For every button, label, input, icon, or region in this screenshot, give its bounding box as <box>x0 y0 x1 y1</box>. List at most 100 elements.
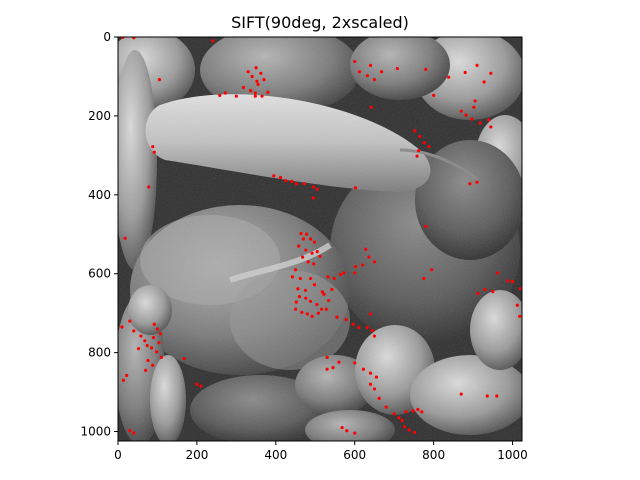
keypoint <box>506 279 510 283</box>
keypoint <box>335 315 339 319</box>
keypoint <box>473 99 477 103</box>
keypoint <box>353 431 357 435</box>
keypoint <box>327 298 331 303</box>
keypoint <box>374 375 379 379</box>
keypoint <box>331 366 335 370</box>
peppers-image <box>118 37 522 441</box>
keypoint <box>322 292 326 296</box>
keypoint <box>372 334 377 338</box>
keypoint <box>337 360 341 364</box>
x-tick-label: 0 <box>114 448 122 462</box>
keypoint <box>315 250 319 254</box>
x-tick-label: 400 <box>264 448 287 462</box>
keypoint <box>128 319 132 323</box>
keypoint <box>293 268 298 272</box>
keypoint <box>132 329 136 333</box>
keypoint <box>315 302 319 307</box>
keypoint <box>293 307 298 311</box>
keypoint <box>325 355 329 359</box>
keypoint <box>368 63 373 68</box>
y-tick-label: 800 <box>88 346 111 360</box>
keypoint <box>411 409 415 413</box>
x-tick-label: 1000 <box>497 448 528 462</box>
keypoint <box>159 355 163 359</box>
keypoint <box>472 105 476 109</box>
keypoint <box>400 418 404 423</box>
keypoint <box>353 271 357 275</box>
keypoint <box>422 276 426 281</box>
keypoint <box>303 288 308 292</box>
keypoint <box>155 327 160 331</box>
keypoint <box>299 231 303 236</box>
keypoint <box>199 384 203 388</box>
keypoint <box>308 299 313 303</box>
keypoint <box>255 79 259 83</box>
y-axis: 0 200 400 600 800 1000 <box>80 30 118 439</box>
keypoint <box>324 307 328 311</box>
keypoint <box>301 255 305 259</box>
keypoint <box>361 263 365 267</box>
keypoint <box>395 66 399 71</box>
keypoint <box>357 70 362 74</box>
keypoint <box>223 91 227 95</box>
keypoint <box>370 328 374 333</box>
keypoint <box>422 141 426 145</box>
keypoint <box>132 431 136 435</box>
keypoint <box>424 224 428 228</box>
keypoint <box>432 93 436 97</box>
keypoint <box>372 78 377 82</box>
keypoint <box>487 118 491 122</box>
keypoint <box>397 416 401 420</box>
keypoint <box>159 332 163 336</box>
keypoint <box>470 117 474 121</box>
keypoint <box>144 368 148 372</box>
keypoint <box>305 312 309 316</box>
keypoint <box>278 175 283 180</box>
keypoint <box>369 105 373 109</box>
keypoint <box>147 185 151 189</box>
keypoint <box>272 174 276 178</box>
keypoint <box>234 94 238 98</box>
keypoint <box>367 255 371 259</box>
keypoint-markers <box>120 37 522 435</box>
keypoint <box>310 314 314 318</box>
keypoint <box>320 290 324 294</box>
keypoint <box>413 430 417 434</box>
plot-frame <box>117 36 523 442</box>
keypoint <box>300 310 304 314</box>
keypoint <box>518 287 522 291</box>
keypoint <box>253 94 257 98</box>
keypoint <box>316 311 321 315</box>
keypoint <box>372 387 377 391</box>
keypoint <box>495 271 500 275</box>
keypoint <box>475 180 479 184</box>
keypoint <box>351 322 355 326</box>
keypoint <box>302 182 306 186</box>
keypoint <box>430 268 434 272</box>
keypoint <box>143 339 147 343</box>
keypoint <box>402 425 407 429</box>
keypoint <box>149 346 154 350</box>
keypoint <box>353 186 358 190</box>
y-tick-label: 0 <box>103 30 111 44</box>
keypoint <box>361 367 365 371</box>
y-tick-label: 600 <box>88 267 111 281</box>
keypoint <box>330 287 334 292</box>
keypoint <box>495 394 499 398</box>
keypoint <box>145 343 149 348</box>
y-tick-label: 200 <box>88 109 111 123</box>
keypoint <box>326 275 330 279</box>
keypoint <box>340 425 344 430</box>
keypoint <box>478 121 482 125</box>
keypoint <box>372 260 377 264</box>
keypoint <box>368 382 373 386</box>
keypoint <box>311 196 315 200</box>
y-tick-label: 400 <box>88 188 111 202</box>
keypoint <box>294 300 298 304</box>
keypoint <box>364 247 368 251</box>
keypoint <box>301 237 306 241</box>
keypoint <box>365 325 369 329</box>
keypoint <box>298 276 302 281</box>
keypoint <box>157 341 161 345</box>
keypoint <box>365 74 369 78</box>
